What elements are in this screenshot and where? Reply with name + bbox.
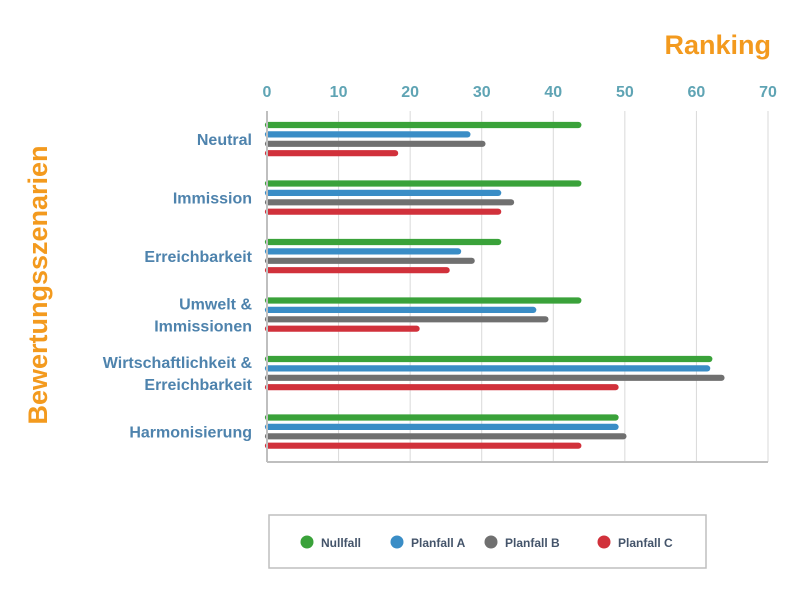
category-label: Immission bbox=[173, 191, 252, 208]
category-label: Umwelt & bbox=[179, 297, 252, 314]
legend-label: Planfall C bbox=[618, 536, 673, 550]
x-tick-label: 40 bbox=[544, 84, 562, 101]
bars bbox=[264, 121, 725, 449]
legend-marker bbox=[390, 535, 404, 549]
x-axis-title: Ranking bbox=[664, 30, 771, 60]
category-label: Neutral bbox=[197, 132, 252, 149]
legend-label: Planfall A bbox=[411, 536, 466, 550]
legend-label: Planfall B bbox=[505, 536, 560, 550]
axes bbox=[266, 111, 768, 463]
x-tick-label: 50 bbox=[616, 84, 634, 101]
legend-marker bbox=[484, 535, 498, 549]
legend-label: Nullfall bbox=[321, 536, 361, 550]
x-tick-labels: 0 10 20 30 40 50 60 70 bbox=[263, 84, 777, 101]
x-tick-label: 30 bbox=[473, 84, 491, 101]
grid bbox=[338, 111, 769, 462]
x-tick-label: 60 bbox=[688, 84, 706, 101]
x-tick-label: 10 bbox=[330, 84, 348, 101]
x-tick-label: 0 bbox=[263, 84, 272, 101]
category-label: Harmonisierung bbox=[129, 425, 252, 442]
category-label: Wirtschaftlichkeit & bbox=[103, 355, 253, 372]
legend-marker bbox=[597, 535, 611, 549]
x-tick-label: 20 bbox=[401, 84, 419, 101]
category-label: Erreichbarkeit bbox=[144, 377, 252, 394]
legend: Nullfall Planfall A Planfall B Planfall C bbox=[268, 514, 707, 569]
category-labels: Neutral Immission Erreichbarkeit Umwelt & Im… bbox=[103, 132, 253, 442]
x-tick-label: 70 bbox=[759, 84, 777, 101]
y-axis-title: Bewertungsszenarien bbox=[23, 145, 53, 424]
legend-marker bbox=[300, 535, 314, 549]
category-label: Erreichbarkeit bbox=[144, 249, 252, 266]
category-label: Immissionen bbox=[154, 319, 252, 336]
